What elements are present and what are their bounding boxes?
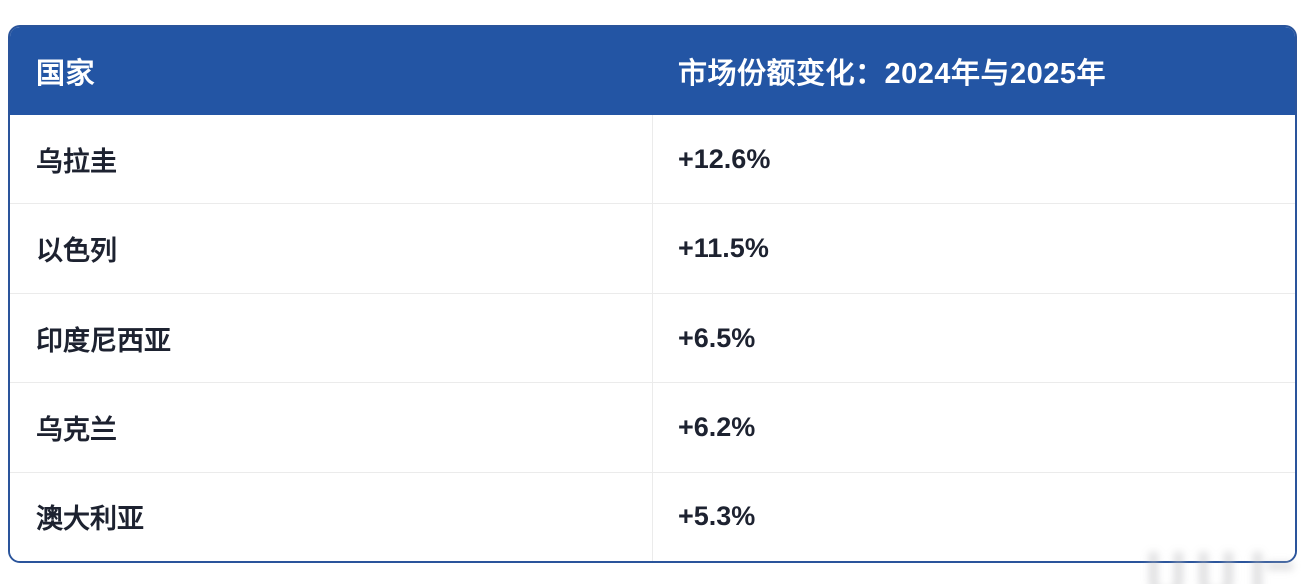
country-cell: 印度尼西亚 bbox=[10, 293, 653, 383]
table-row: 澳大利亚 +5.3% bbox=[10, 471, 1295, 561]
table-row: 以色列 +11.5% bbox=[10, 203, 1295, 293]
country-cell: 乌拉圭 bbox=[10, 115, 653, 204]
change-cell: +5.3% bbox=[678, 501, 756, 532]
table-header-row: 国家 市场份额变化：2024年与2025年 bbox=[10, 27, 1295, 115]
header-cell-country: 国家 bbox=[36, 58, 96, 90]
table-row: 乌拉圭 +12.6% bbox=[10, 115, 1295, 204]
country-cell: 乌克兰 bbox=[10, 383, 653, 472]
change-cell: +6.2% bbox=[678, 411, 756, 442]
change-cell: +6.5% bbox=[678, 322, 756, 353]
change-cell: +11.5% bbox=[678, 233, 769, 264]
change-cell: +12.6% bbox=[678, 143, 771, 174]
table-row: 印度尼西亚 +6.5% bbox=[10, 292, 1295, 383]
market-share-table: 国家 市场份额变化：2024年与2025年 乌拉圭 +12.6% 以色列 +11… bbox=[8, 25, 1297, 563]
country-cell: 澳大利亚 bbox=[10, 472, 653, 561]
table-row: 乌克兰 +6.2% bbox=[10, 382, 1295, 472]
country-cell: 以色列 bbox=[10, 204, 653, 293]
table-body: 乌拉圭 +12.6% 以色列 +11.5% 印度尼西亚 +6.5% 乌克兰 +6… bbox=[10, 115, 1295, 561]
header-cell-market-share-change: 市场份额变化：2024年与2025年 bbox=[678, 58, 1107, 90]
